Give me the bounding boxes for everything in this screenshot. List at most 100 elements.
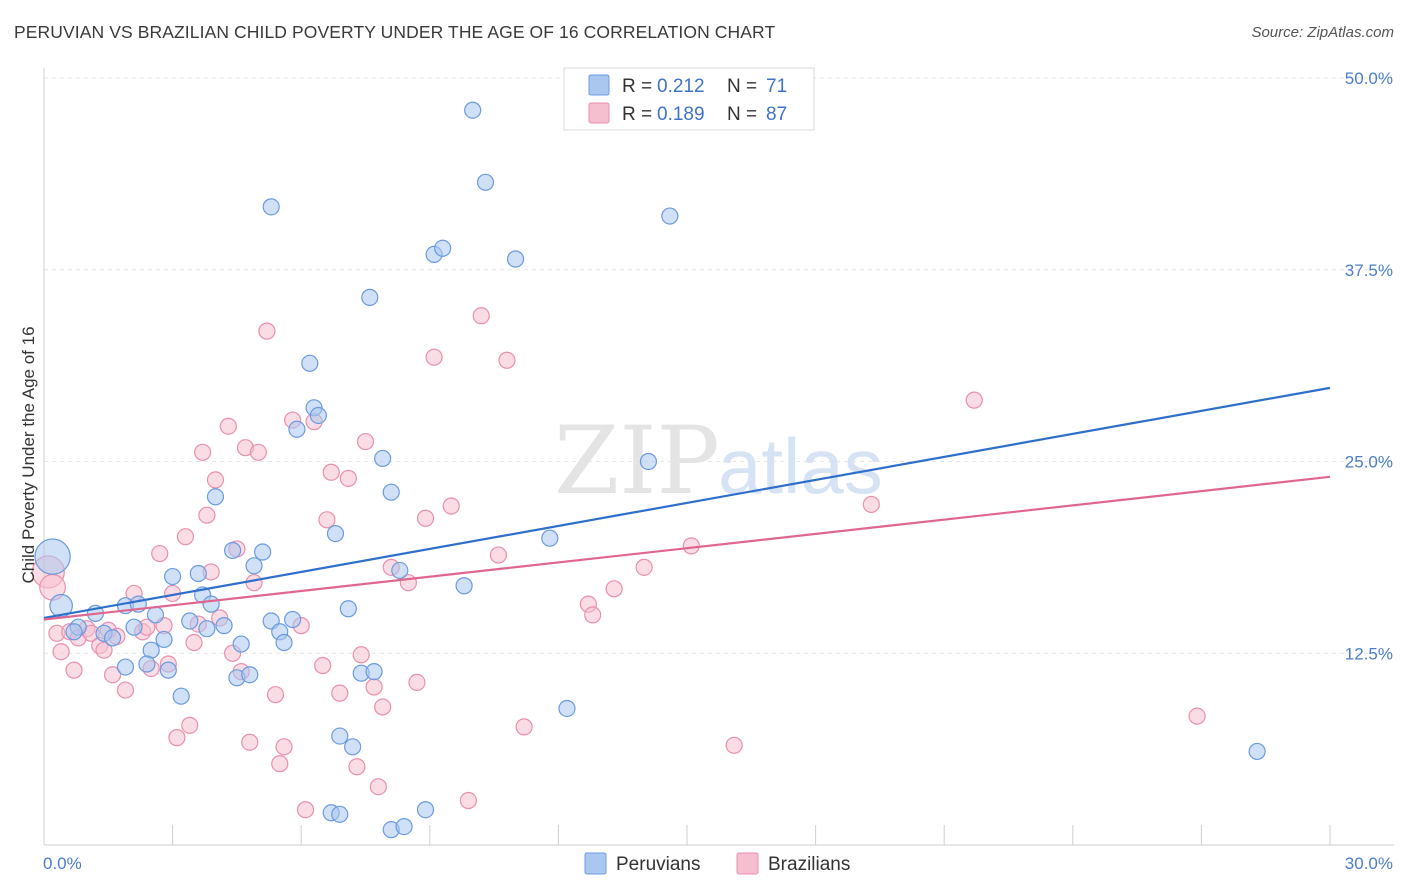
peruvian-point-64 <box>661 207 679 225</box>
series-peruvians <box>34 101 1266 839</box>
brazilian-point-67 <box>472 307 490 325</box>
brazilian-point-12 <box>103 666 122 684</box>
brazilian-point-54 <box>348 758 366 776</box>
brazilian-point-42 <box>266 686 285 704</box>
brazilian-point-75 <box>635 558 653 576</box>
watermark-zip: ZIP <box>554 407 720 516</box>
peruvian-trend-line <box>43 386 1331 620</box>
brazilian-point-19 <box>151 544 169 563</box>
brazilian-point-52 <box>331 684 349 702</box>
peruvian-point-63 <box>639 452 658 471</box>
legend-n-label-brazilians: N = <box>727 104 757 125</box>
brazilian-point-43 <box>271 755 289 773</box>
brazilian-point-53 <box>339 469 357 487</box>
peruvian-point-49 <box>374 449 392 468</box>
peruvian-point-51 <box>391 561 409 580</box>
axes <box>43 68 1394 846</box>
peruvian-point-54 <box>416 801 435 819</box>
peruvian-point-18 <box>181 612 199 630</box>
legend-swatch-brazilians <box>588 102 610 124</box>
brazilian-point-58 <box>369 778 387 796</box>
brazilian-point-47 <box>296 801 315 819</box>
brazilian-point-77 <box>725 736 743 754</box>
peruvian-point-24 <box>215 617 233 635</box>
brazilian-point-33 <box>219 417 237 435</box>
brazilian-point-31 <box>206 471 225 489</box>
peruvian-point-41 <box>326 524 345 543</box>
brazilian-point-25 <box>181 716 199 734</box>
legend-r-label-brazilians: R = <box>622 104 652 125</box>
peruvian-point-43 <box>331 805 349 823</box>
peruvian-point-7 <box>116 658 135 676</box>
legend-r-value-brazilians: 0.189 <box>657 104 705 125</box>
brazilian-point-62 <box>408 673 426 691</box>
peruvian-point-22 <box>202 595 220 613</box>
trend-lines <box>43 386 1331 621</box>
brazilian-point-68 <box>489 546 507 564</box>
y-tick-label-3: 50.0% <box>1345 69 1393 88</box>
peruvian-point-60 <box>506 250 525 268</box>
peruvian-point-59 <box>476 173 495 191</box>
brazilian-point-79 <box>965 391 983 409</box>
peruvian-point-14 <box>155 630 173 649</box>
brazilian-point-56 <box>356 432 375 451</box>
brazilian-point-38 <box>241 733 259 751</box>
peruvian-point-12 <box>138 655 156 673</box>
brazilian-point-49 <box>314 656 332 675</box>
brazilian-point-41 <box>258 322 276 340</box>
peruvian-point-42 <box>331 727 349 745</box>
brazilian-point-5 <box>65 661 83 679</box>
peruvian-point-30 <box>254 543 272 561</box>
chart-title: PERUVIAN VS BRAZILIAN CHILD POVERTY UNDE… <box>14 22 776 42</box>
brazilian-point-14 <box>116 681 135 699</box>
peruvian-point-15 <box>159 661 177 679</box>
brazilian-point-39 <box>245 574 263 592</box>
peruvian-point-28 <box>241 666 259 684</box>
peruvian-point-48 <box>365 663 383 681</box>
brazilian-point-70 <box>515 718 533 736</box>
bottom-legend-label-brazilians: Brazilians <box>768 854 850 875</box>
brazilian-point-74 <box>605 580 623 598</box>
brazilian-point-40 <box>249 443 267 461</box>
brazilian-point-59 <box>374 698 392 716</box>
brazilian-point-57 <box>365 678 383 696</box>
peruvian-point-45 <box>344 738 362 756</box>
peruvian-point-35 <box>284 610 302 629</box>
bottom-legend-swatch-brazilians <box>736 852 759 875</box>
peruvian-point-34 <box>275 633 293 652</box>
brazilian-point-65 <box>442 497 460 515</box>
peruvian-point-6 <box>103 629 122 647</box>
peruvian-point-17 <box>172 687 190 705</box>
peruvian-point-39 <box>309 406 327 425</box>
brazilian-point-80 <box>1188 707 1206 725</box>
peruvian-point-32 <box>262 198 280 216</box>
brazilian-point-78 <box>862 495 880 514</box>
legend-r-value-peruvians: 0.212 <box>657 76 705 97</box>
peruvian-point-23 <box>206 488 225 506</box>
legend-swatch-peruvians <box>588 74 610 96</box>
y-axis-label: Child Poverty Under the Age of 16 <box>19 326 38 583</box>
brazilian-point-3 <box>52 643 70 661</box>
peruvian-point-58 <box>464 101 482 119</box>
peruvian-point-44 <box>339 600 357 618</box>
brazilian-point-50 <box>318 511 336 529</box>
legend-n-value-peruvians: 71 <box>766 76 787 97</box>
peruvian-point-65 <box>1248 742 1266 761</box>
legend-r-label-peruvians: R = <box>622 76 652 97</box>
brazilian-point-28 <box>194 443 212 461</box>
peruvian-point-21 <box>198 620 216 638</box>
source-credit: Source: ZipAtlas.com <box>1251 24 1394 41</box>
y-tick-labels: 12.5% 25.0% 37.5% 50.0% <box>1345 69 1393 663</box>
peruvian-point-3 <box>65 623 83 641</box>
y-tick-label-2: 37.5% <box>1345 261 1393 280</box>
legend: R = 0.212 N = 71 R = 0.189 N = 87 <box>563 67 815 131</box>
peruvian-point-61 <box>541 529 559 547</box>
peruvian-point-57 <box>455 577 473 595</box>
bottom-legend-label-peruvians: Peruvians <box>616 854 701 875</box>
peruvian-point-25 <box>224 541 242 560</box>
peruvian-point-56 <box>434 239 452 257</box>
watermark-atlas: atlas <box>718 422 883 510</box>
brazilian-point-24 <box>176 528 195 546</box>
y-tick-label-0: 12.5% <box>1345 644 1393 663</box>
brazilian-point-51 <box>322 463 340 481</box>
